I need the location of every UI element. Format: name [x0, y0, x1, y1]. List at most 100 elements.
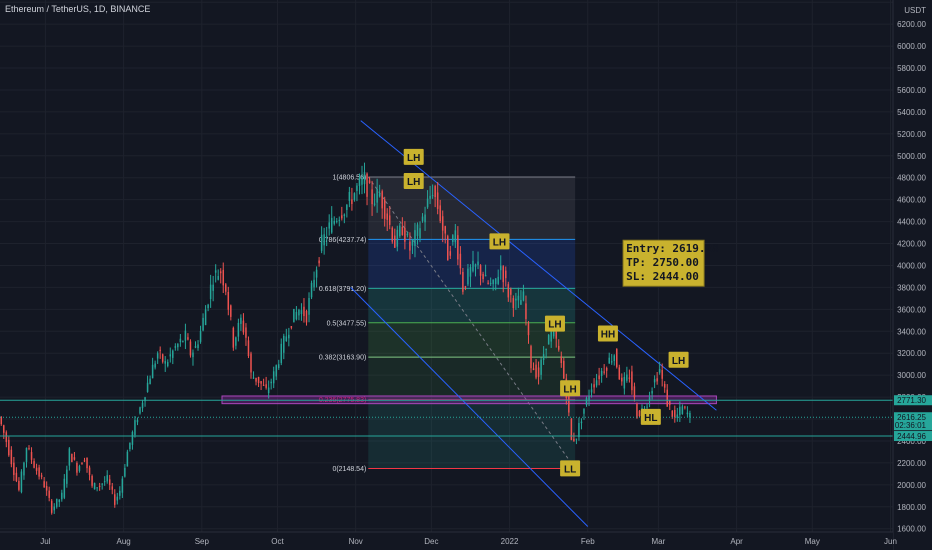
candle-body — [114, 494, 116, 505]
candle-body — [628, 377, 631, 379]
candle-body — [444, 226, 446, 234]
candle-body — [15, 472, 18, 481]
candle-body — [598, 375, 600, 380]
candle-body — [50, 500, 53, 513]
candle-body — [189, 341, 192, 356]
candle-body — [298, 309, 300, 316]
candle-body — [616, 349, 618, 368]
fib-level-label: 0(2148.54) — [332, 466, 366, 473]
time-tick-label: Apr — [730, 537, 743, 546]
candle-body — [265, 384, 267, 388]
candle-body — [376, 188, 378, 203]
pivot-label-bg — [668, 351, 689, 368]
candle-body — [305, 310, 308, 323]
price-tick-label: 3200.00 — [897, 349, 926, 358]
pivot-label-lh[interactable]: LH — [544, 315, 565, 332]
pivot-label-lh[interactable]: LH — [403, 148, 424, 165]
candle-body — [522, 291, 525, 301]
candle-body — [378, 193, 381, 197]
candle-body — [3, 425, 5, 433]
pivot-label-lh[interactable]: LH — [668, 351, 689, 368]
price-tag-bg — [894, 395, 932, 406]
candle-body — [179, 338, 182, 343]
candle-body — [310, 282, 313, 298]
candle-body — [666, 389, 668, 407]
candle-body — [411, 240, 414, 246]
time-tick-label: Dec — [424, 537, 438, 546]
price-axis[interactable]: 1600.001800.002000.002200.002400.002600.… — [892, 0, 932, 550]
candle-body — [199, 330, 202, 342]
trade-box-line: TP: 2750.00 — [626, 256, 699, 269]
candle-body — [318, 260, 320, 264]
candle-body — [230, 305, 232, 317]
candle-body — [646, 406, 648, 408]
pivot-label-bg — [403, 148, 424, 165]
candle-body — [679, 406, 681, 415]
pivot-label-lh[interactable]: LH — [489, 233, 510, 250]
candle-body — [338, 219, 341, 221]
candle-body — [631, 371, 633, 391]
price-tag[interactable]: 2771.30 — [894, 395, 932, 406]
candle-body — [28, 448, 30, 450]
price-tag[interactable]: 2444.96 — [894, 431, 932, 442]
candle-body — [174, 346, 177, 348]
horizontal-lines[interactable] — [0, 399, 893, 437]
candle-body — [18, 480, 20, 490]
candle-body — [388, 215, 391, 225]
candle-body — [166, 362, 169, 367]
fib-zone — [368, 239, 576, 289]
price-tag-bg — [894, 412, 932, 431]
candle-body — [250, 353, 252, 373]
price-tag-value: 2444.96 — [897, 432, 926, 441]
candle-body — [353, 193, 356, 201]
candle-body — [671, 410, 674, 417]
candle-body — [416, 224, 419, 236]
time-tick-label: May — [805, 537, 820, 546]
candle-body — [320, 234, 323, 251]
candle-body — [63, 478, 66, 498]
pivot-label-hh[interactable]: HH — [597, 325, 618, 342]
candle-body — [373, 203, 376, 205]
candle-body — [467, 268, 469, 285]
candle-body — [141, 402, 144, 409]
candle-body — [172, 350, 174, 358]
candle-body — [636, 403, 638, 419]
candle-body — [272, 371, 275, 384]
candles-layer — [0, 162, 691, 515]
channel-lower-line[interactable] — [350, 287, 589, 527]
candle-body — [439, 205, 441, 221]
candle-body — [366, 173, 368, 197]
pivot-labels[interactable]: LH LH LH LH HH LH LH HL LL — [403, 148, 689, 477]
candle-body — [66, 469, 68, 484]
candle-body — [547, 334, 550, 345]
pivot-label-ll[interactable]: LL — [560, 460, 581, 477]
candle-body — [618, 367, 621, 380]
price-tag-bg — [894, 431, 932, 442]
time-axis[interactable]: Jul Aug Sep Oct Nov Dec 2022 Feb Mar Apr May Jun — [0, 531, 897, 550]
candle-body — [245, 327, 247, 338]
channel-upper-line[interactable] — [360, 120, 717, 411]
candle-body — [71, 454, 73, 463]
candle-body — [93, 482, 96, 490]
candle-body — [623, 376, 626, 389]
pivot-label-text: LL — [564, 464, 576, 475]
candle-body — [429, 195, 431, 199]
descending-channel[interactable] — [350, 120, 717, 527]
time-tick-label: Jun — [884, 537, 897, 546]
candle-body — [542, 354, 545, 360]
candle-body — [58, 499, 61, 502]
pivot-label-lh[interactable]: LH — [560, 380, 581, 397]
candle-body — [194, 346, 197, 348]
candle-body — [391, 227, 394, 242]
pivot-label-lh[interactable]: LH — [403, 172, 424, 189]
candle-body — [336, 220, 338, 222]
candle-body — [290, 326, 293, 328]
fib-zone — [368, 399, 576, 469]
candle-body — [361, 177, 363, 185]
pivot-label-hl[interactable]: HL — [640, 408, 661, 425]
time-tick-label: 2022 — [501, 537, 519, 546]
